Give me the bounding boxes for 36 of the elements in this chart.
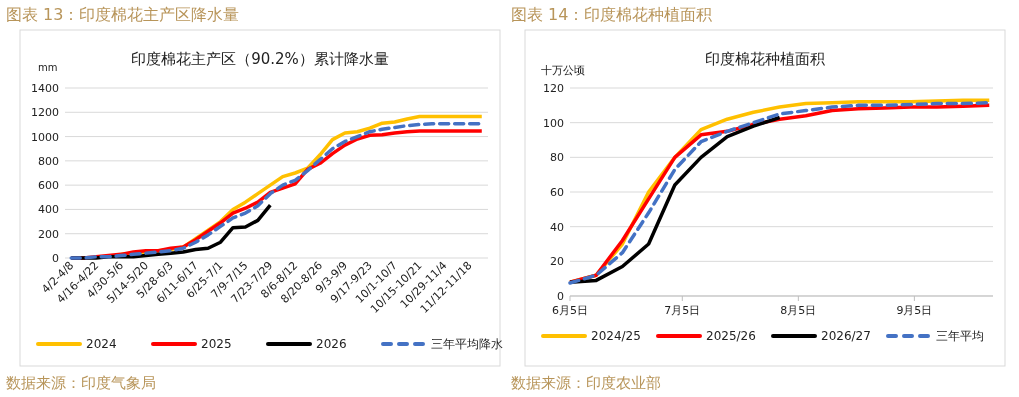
- x-tick-label: 8月5日: [780, 304, 817, 317]
- y-tick-label: 1200: [31, 106, 59, 120]
- y-tick-label: 0: [557, 290, 564, 303]
- y-tick-label: 800: [38, 154, 59, 168]
- y-tick-label: 1000: [31, 130, 59, 144]
- chart-subtitle: 图表 13：印度棉花主产区降水量: [6, 5, 240, 24]
- legend-label: 2025/26: [706, 329, 756, 343]
- x-tick-label: 7月5日: [664, 304, 701, 317]
- y-tick-label: 20: [550, 255, 564, 269]
- chart-title: 印度棉花主产区（90.2%）累计降水量: [131, 50, 389, 68]
- legend-label: 2026: [316, 337, 347, 351]
- source-note: 数据来源：印度农业部: [511, 374, 661, 392]
- y-tick-label: 120: [543, 82, 564, 95]
- x-tick-label: 6月5日: [552, 304, 588, 317]
- y-tick-label: 600: [38, 179, 59, 193]
- line-series: [568, 115, 782, 284]
- y-tick-label: 80: [550, 151, 564, 165]
- y-axis-title: mm: [38, 62, 58, 73]
- y-tick-label: 100: [543, 116, 564, 130]
- x-tick-label: 9月5日: [896, 304, 933, 317]
- legend-label: 2026/27: [821, 329, 871, 343]
- y-tick-label: 60: [550, 186, 564, 199]
- legend-label: 三年平均: [936, 329, 984, 343]
- legend-label: 2024/25: [591, 329, 641, 343]
- y-tick-label: 40: [550, 220, 564, 234]
- y-tick-label: 200: [38, 227, 59, 241]
- y-tick-label: 1400: [31, 82, 59, 95]
- legend-label: 2024: [86, 337, 117, 351]
- chart-title: 印度棉花种植面积: [705, 50, 825, 68]
- legend-label: 三年平均降水: [431, 337, 503, 351]
- y-tick-label: 400: [38, 203, 59, 217]
- y-tick-label: 0: [52, 252, 59, 265]
- chart-subtitle: 图表 14：印度棉花种植面积: [511, 5, 713, 24]
- y-axis-title: 十万公顷: [541, 64, 585, 77]
- source-note: 数据来源：印度气象局: [6, 374, 156, 392]
- legend-label: 2025: [201, 337, 232, 351]
